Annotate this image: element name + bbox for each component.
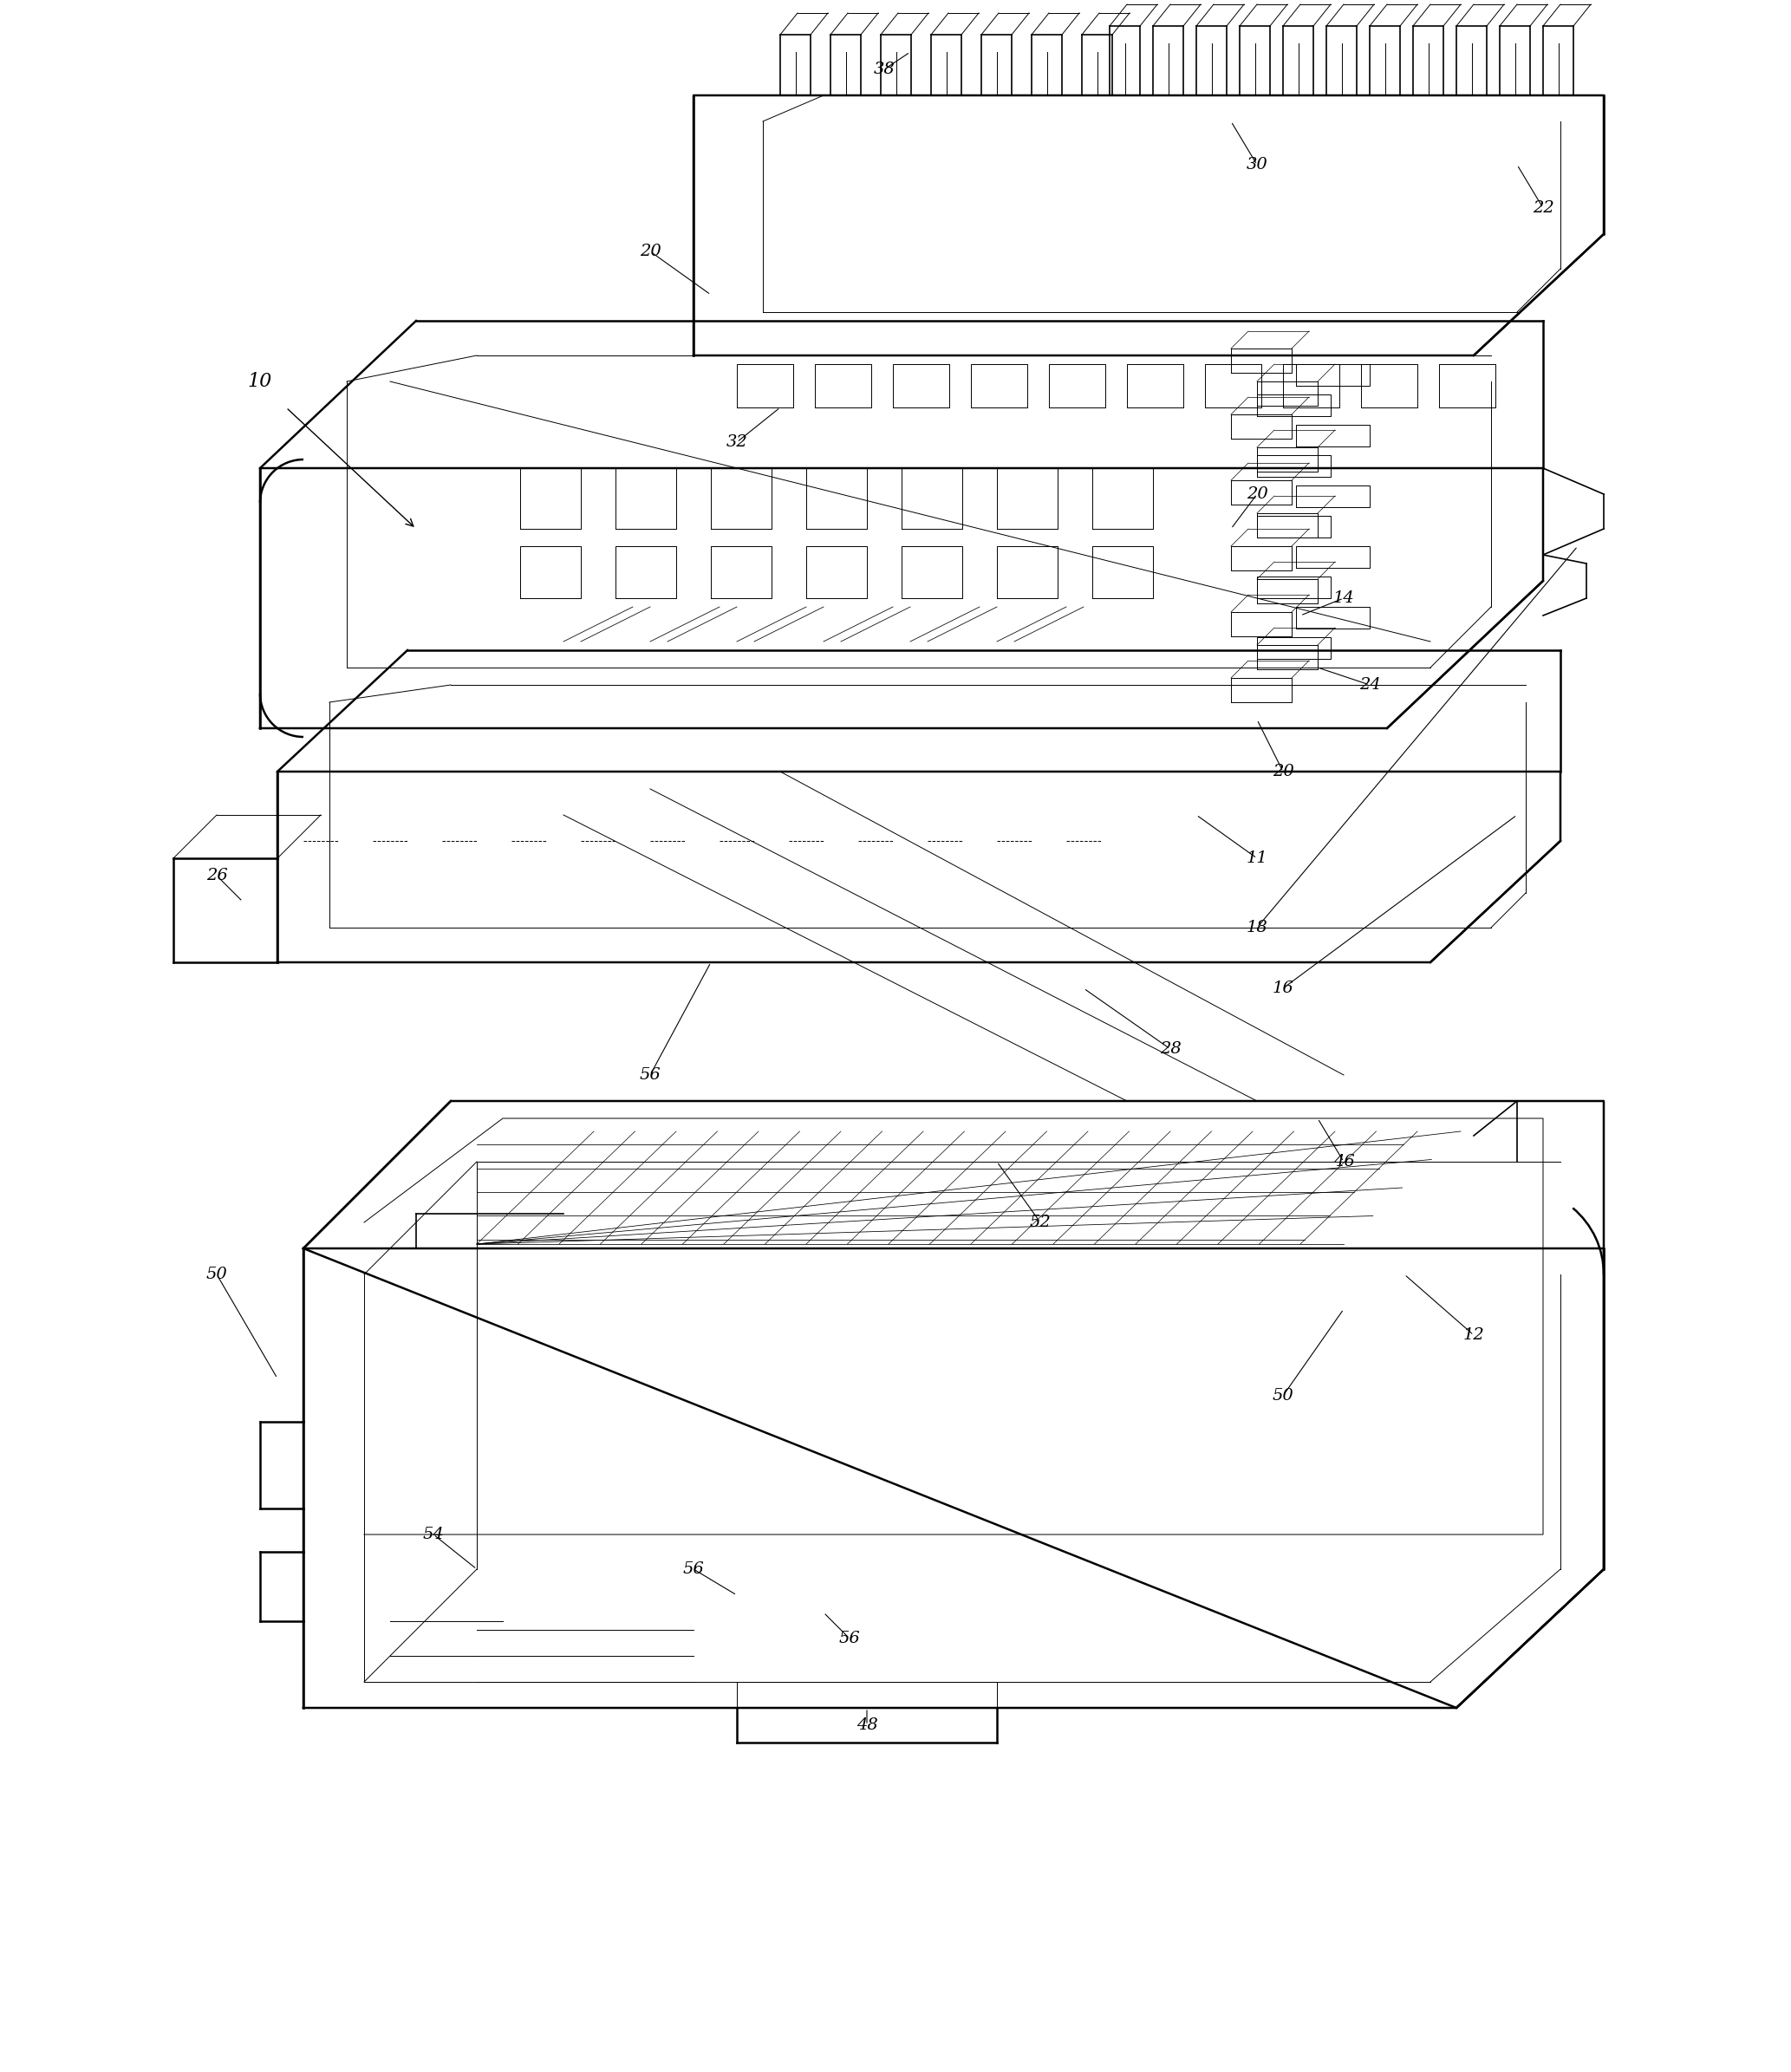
Text: 46: 46 [1333, 1154, 1354, 1169]
Text: 48: 48 [856, 1718, 878, 1732]
Text: 28: 28 [1159, 1042, 1180, 1057]
Text: 11: 11 [1247, 850, 1268, 866]
Text: 16: 16 [1272, 980, 1293, 997]
Text: 56: 56 [639, 1067, 661, 1084]
Text: 20: 20 [639, 244, 661, 259]
Text: 50: 50 [1272, 1388, 1293, 1403]
Text: 26: 26 [206, 868, 227, 883]
Text: 56: 56 [838, 1631, 860, 1647]
Text: 54: 54 [423, 1527, 444, 1542]
Text: 18: 18 [1247, 920, 1268, 934]
Text: 14: 14 [1333, 591, 1354, 605]
Text: 20: 20 [1272, 765, 1293, 779]
Text: 52: 52 [1030, 1214, 1051, 1231]
Text: 30: 30 [1247, 157, 1268, 172]
Text: 22: 22 [1533, 201, 1555, 215]
Text: 24: 24 [1359, 678, 1381, 692]
Text: 56: 56 [682, 1562, 704, 1577]
Text: 12: 12 [1463, 1328, 1485, 1343]
Text: 20: 20 [1247, 487, 1268, 501]
Text: 10: 10 [247, 371, 272, 392]
Text: 50: 50 [206, 1266, 227, 1283]
Text: 32: 32 [725, 435, 747, 450]
Text: 38: 38 [874, 62, 896, 77]
